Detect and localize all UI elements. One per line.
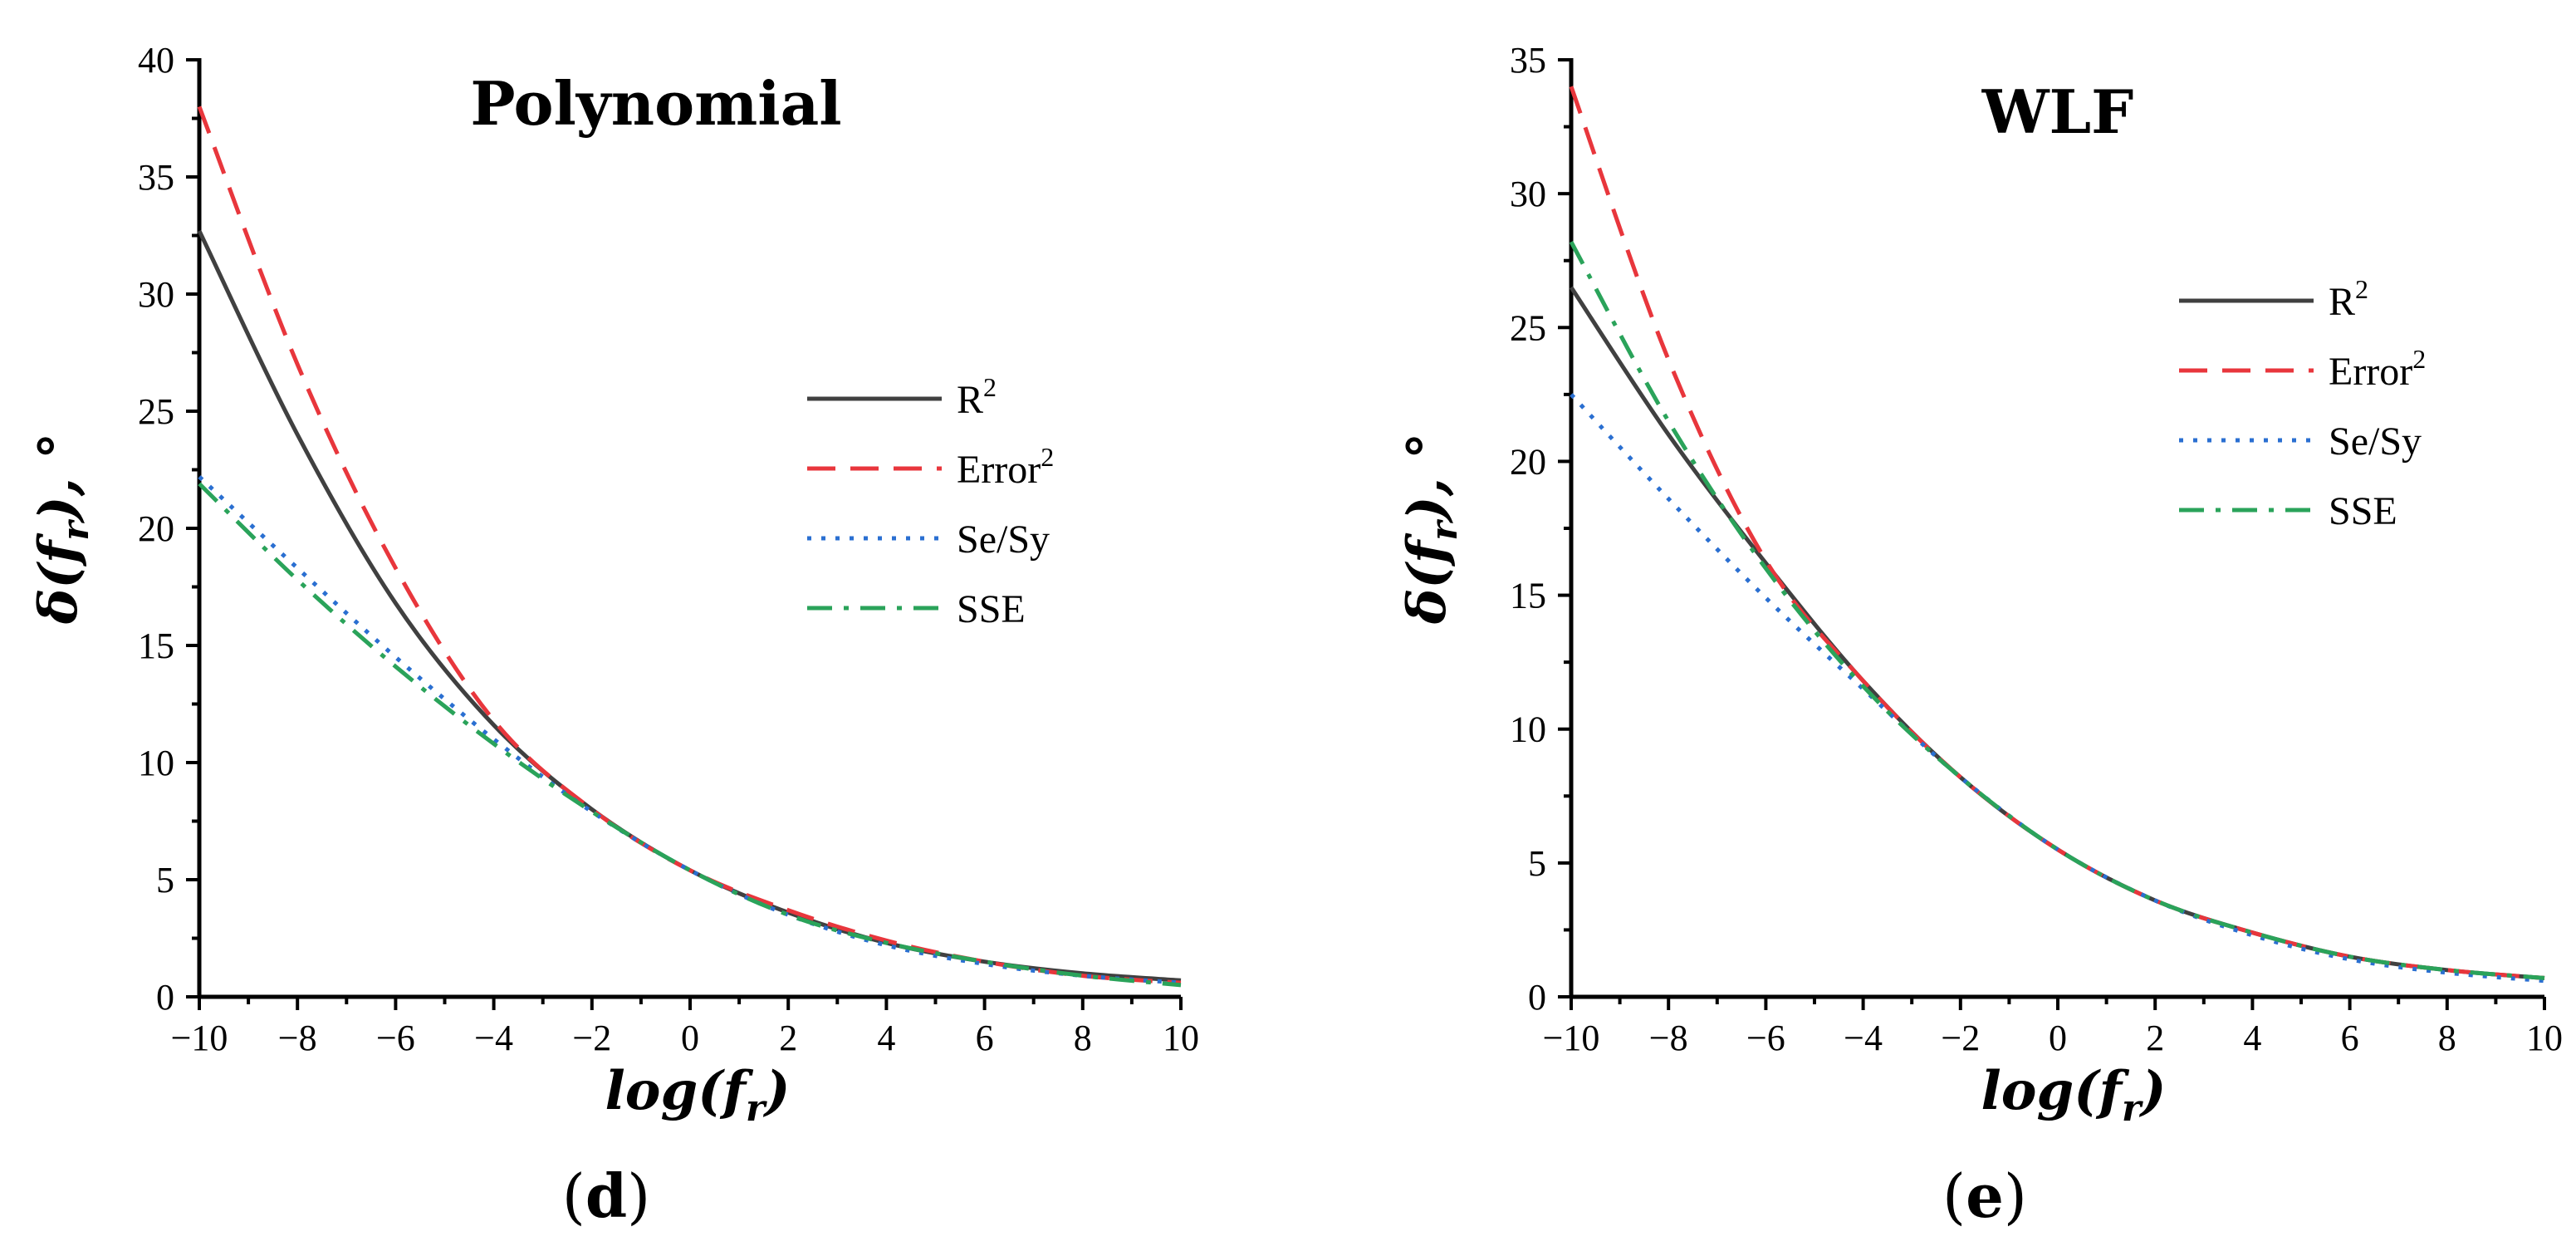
y-axis-title: δ(fr), ° — [27, 433, 97, 626]
x-tick-label: 10 — [1163, 1018, 1199, 1058]
y-tick-label: 25 — [138, 391, 174, 432]
y-tick-label: 0 — [156, 977, 174, 1018]
series-line-error — [1569, 86, 2545, 980]
legend: R2 Error2 Se/Sy SSE — [807, 372, 1054, 631]
x-tick-label: 8 — [2438, 1018, 2456, 1058]
legend-label: R2 — [2329, 274, 2368, 324]
y-tick-label: 15 — [138, 626, 174, 666]
y-tick-label: 15 — [1510, 576, 1546, 616]
legend-label: SSE — [957, 587, 1026, 631]
x-tick-label: 2 — [2146, 1018, 2164, 1058]
series-line-error — [197, 105, 1182, 985]
legend: R2 Error2 Se/Sy SSE — [2179, 274, 2426, 533]
x-axis-title: log(fr) — [1981, 1060, 2166, 1130]
x-tick-label: 4 — [2243, 1018, 2261, 1058]
y-tick-label: 5 — [1528, 843, 1546, 884]
x-tick-label: 2 — [779, 1018, 797, 1058]
chart-title: Polynomial — [470, 68, 841, 139]
x-tick-label: −6 — [376, 1018, 415, 1058]
legend-label: R2 — [957, 372, 997, 422]
x-tick-label: −4 — [1844, 1018, 1883, 1058]
series-line-sse — [1569, 241, 2545, 980]
x-tick-label: 4 — [877, 1018, 895, 1058]
y-tick-label: 10 — [138, 743, 174, 783]
x-tick-label: −2 — [1941, 1018, 1980, 1058]
y-tick-label: 30 — [1510, 174, 1546, 214]
x-tick-label: 8 — [1074, 1018, 1092, 1058]
x-tick-label: 10 — [2526, 1018, 2563, 1058]
x-tick-label: 0 — [2049, 1018, 2067, 1058]
panel-label: (d) — [562, 1160, 651, 1231]
x-axis-title: log(fr) — [605, 1060, 790, 1130]
x-tick-label: −8 — [278, 1018, 317, 1058]
y-tick-label: 20 — [1510, 441, 1546, 482]
x-tick-label: 6 — [2341, 1018, 2359, 1058]
legend-label: Se/Sy — [2329, 419, 2422, 464]
y-axis-title: δ(fr), ° — [1396, 433, 1466, 626]
y-tick-label: 40 — [138, 40, 174, 81]
x-tick-label: −4 — [474, 1018, 513, 1058]
y-tick-label: 5 — [156, 860, 174, 900]
chart-title: WLF — [1981, 76, 2134, 147]
x-tick-label: −8 — [1649, 1018, 1688, 1058]
y-tick-label: 35 — [1510, 40, 1546, 81]
panel-label: (e) — [1942, 1160, 2027, 1231]
y-tick-label: 20 — [138, 508, 174, 549]
y-tick-label: 0 — [1528, 977, 1546, 1018]
legend-label: Error2 — [2329, 344, 2426, 394]
x-tick-label: 6 — [976, 1018, 994, 1058]
y-tick-label: 35 — [138, 157, 174, 198]
x-tick-label: 0 — [681, 1018, 699, 1058]
chart-panel-e: −10 −8 −6 −4 −2 0 2 4 6 8 10 0 5 10 15 20 25 30 35 WLF R2 Err… — [1396, 40, 2563, 1231]
x-tick-label: −2 — [572, 1018, 611, 1058]
y-tick-label: 10 — [1510, 709, 1546, 750]
y-tick-label: 25 — [1510, 307, 1546, 348]
y-tick-label: 30 — [138, 274, 174, 315]
legend-label: SSE — [2329, 489, 2397, 533]
legend-label: Error2 — [957, 442, 1054, 492]
x-tick-label: −10 — [171, 1018, 228, 1058]
series-line-se-sy — [1570, 393, 2545, 984]
x-tick-label: −6 — [1746, 1018, 1785, 1058]
x-tick-label: −10 — [1543, 1018, 1600, 1058]
series-line-sse — [198, 482, 1182, 988]
legend-label: Se/Sy — [957, 518, 1050, 562]
chart-panel-d: −10 −8 −6 −4 −2 0 2 4 6 8 10 0 5 10 15 20 25 30 35 40 Polyno… — [27, 40, 1199, 1231]
